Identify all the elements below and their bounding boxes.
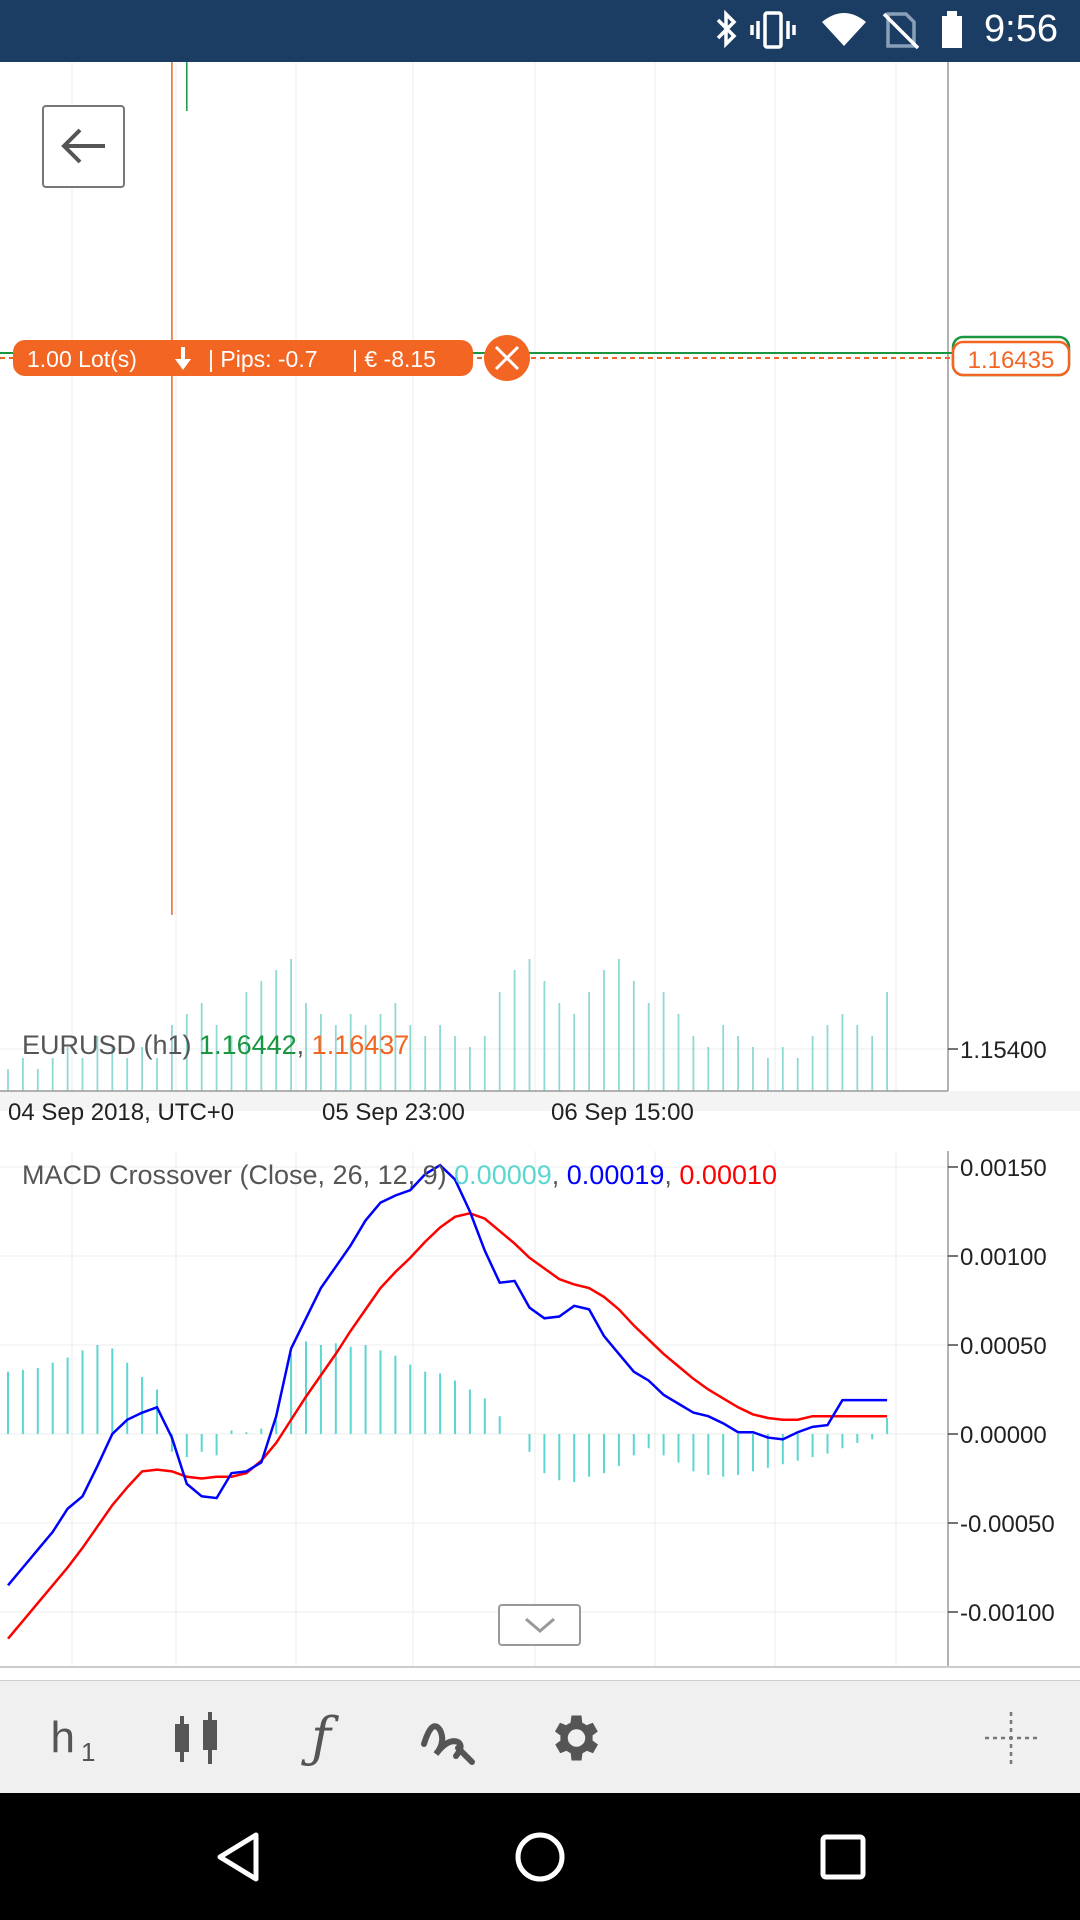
- position-bar[interactable]: 1.00 Lot(s) | Pips: -0.7 | € -8.15: [13, 340, 473, 376]
- indicators-button[interactable]: ƒ: [266, 1681, 376, 1794]
- macd-histogram-layer: [7, 1341, 889, 1483]
- macd-tick-label: -0.00100: [960, 1600, 1055, 1627]
- bid-value: 1.16442: [199, 1030, 297, 1060]
- macd-main-line: [7, 1163, 888, 1587]
- ask-value: 1.16437: [312, 1030, 410, 1060]
- time-label-1: 04 Sep 2018, UTC+0: [8, 1099, 234, 1126]
- macd-legend: MACD Crossover (Close, 26, 12, 9) 0.0000…: [22, 1160, 777, 1190]
- status-icons: [716, 9, 962, 50]
- sell-arrow-icon: [175, 347, 191, 370]
- crosshair-button[interactable]: [956, 1681, 1066, 1794]
- macd-tick-label: 0.00150: [960, 1155, 1047, 1182]
- macd-signal-line: [7, 1211, 888, 1640]
- timeframe-main: h: [50, 1712, 75, 1762]
- time-label-2: 05 Sep 23:00: [322, 1099, 465, 1126]
- macd-label: MACD Crossover (Close, 26, 12, 9): [22, 1160, 447, 1190]
- collapse-pane-button[interactable]: [498, 1604, 581, 1646]
- bottom-toolbar: h 1 ƒ: [0, 1680, 1080, 1794]
- price-legend: EURUSD (h1) 1.16442, 1.16437: [22, 1030, 409, 1060]
- nav-recents-button[interactable]: [773, 1793, 913, 1920]
- nav-back-icon: [217, 1832, 259, 1881]
- macd-axis: 0.00150 0.00100 0.00050 0.00000 -0.00050 -0.0…: [948, 1155, 1055, 1627]
- vibrate-icon: [750, 11, 796, 49]
- arrow-left-icon: [61, 128, 105, 164]
- position-pnl: | € -8.15: [352, 346, 436, 372]
- nav-back-button[interactable]: [168, 1793, 308, 1920]
- macd-tick-label: 0.00100: [960, 1244, 1047, 1271]
- macd-signal-value: 0.00010: [679, 1160, 777, 1190]
- price-axis: 1.168001.166001.164001.162001.160001.158…: [948, 1037, 1047, 1064]
- chevron-down-icon: [525, 1617, 555, 1633]
- timeframe-button[interactable]: h 1: [18, 1681, 128, 1794]
- macd-line-value: 0.00019: [567, 1160, 665, 1190]
- chart-area[interactable]: 1.168001.166001.164001.162001.160001.158…: [0, 62, 1080, 1680]
- status-bar: 9:56: [0, 0, 1080, 62]
- candle-layer: [171, 62, 188, 915]
- macd-tick-label: -0.00050: [960, 1511, 1055, 1538]
- drawing-icon: [421, 1722, 475, 1765]
- pane-separator[interactable]: [0, 1091, 1080, 1111]
- close-icon: [494, 345, 520, 371]
- drawing-tools-button[interactable]: [393, 1681, 503, 1794]
- bluetooth-icon: [716, 9, 737, 49]
- settings-button[interactable]: [519, 1681, 629, 1794]
- system-nav-bar: [0, 1793, 1080, 1920]
- macd-tick-label: 0.00000: [960, 1422, 1047, 1449]
- macd-hist-value: 0.00009: [454, 1160, 552, 1190]
- price-tick-label: 1.15400: [960, 1037, 1047, 1064]
- nav-home-icon: [515, 1832, 565, 1881]
- volume-layer: [7, 959, 888, 1091]
- chart-type-button[interactable]: [142, 1681, 252, 1794]
- current-price-marker: [951, 340, 1071, 377]
- macd-line-layer: [7, 1163, 888, 1640]
- current-price-label: 1.16435: [968, 347, 1055, 374]
- back-button[interactable]: [42, 105, 125, 188]
- time-label-3: 06 Sep 15:00: [551, 1099, 694, 1126]
- crosshair-icon: [985, 1711, 1037, 1764]
- macd-tick-label: 0.00050: [960, 1333, 1047, 1360]
- close-position-button[interactable]: [484, 335, 530, 381]
- nav-recents-icon: [820, 1834, 866, 1879]
- candlestick-icon: [175, 1711, 217, 1764]
- position-lots: 1.00 Lot(s): [27, 346, 137, 372]
- function-icon: ƒ: [311, 1706, 331, 1769]
- nav-home-button[interactable]: [470, 1793, 610, 1920]
- chart-canvas[interactable]: 1.168001.166001.164001.162001.160001.158…: [0, 62, 1080, 1680]
- timeframe-sub: 1: [81, 1737, 96, 1767]
- symbol-label: EURUSD (h1): [22, 1030, 192, 1060]
- battery-icon: [942, 11, 962, 48]
- status-time: 9:56: [984, 8, 1058, 50]
- position-pips: | Pips: -0.7: [208, 346, 318, 372]
- no-sim-icon: [882, 12, 920, 50]
- gear-icon: [555, 1715, 598, 1760]
- wifi-icon: [822, 13, 866, 46]
